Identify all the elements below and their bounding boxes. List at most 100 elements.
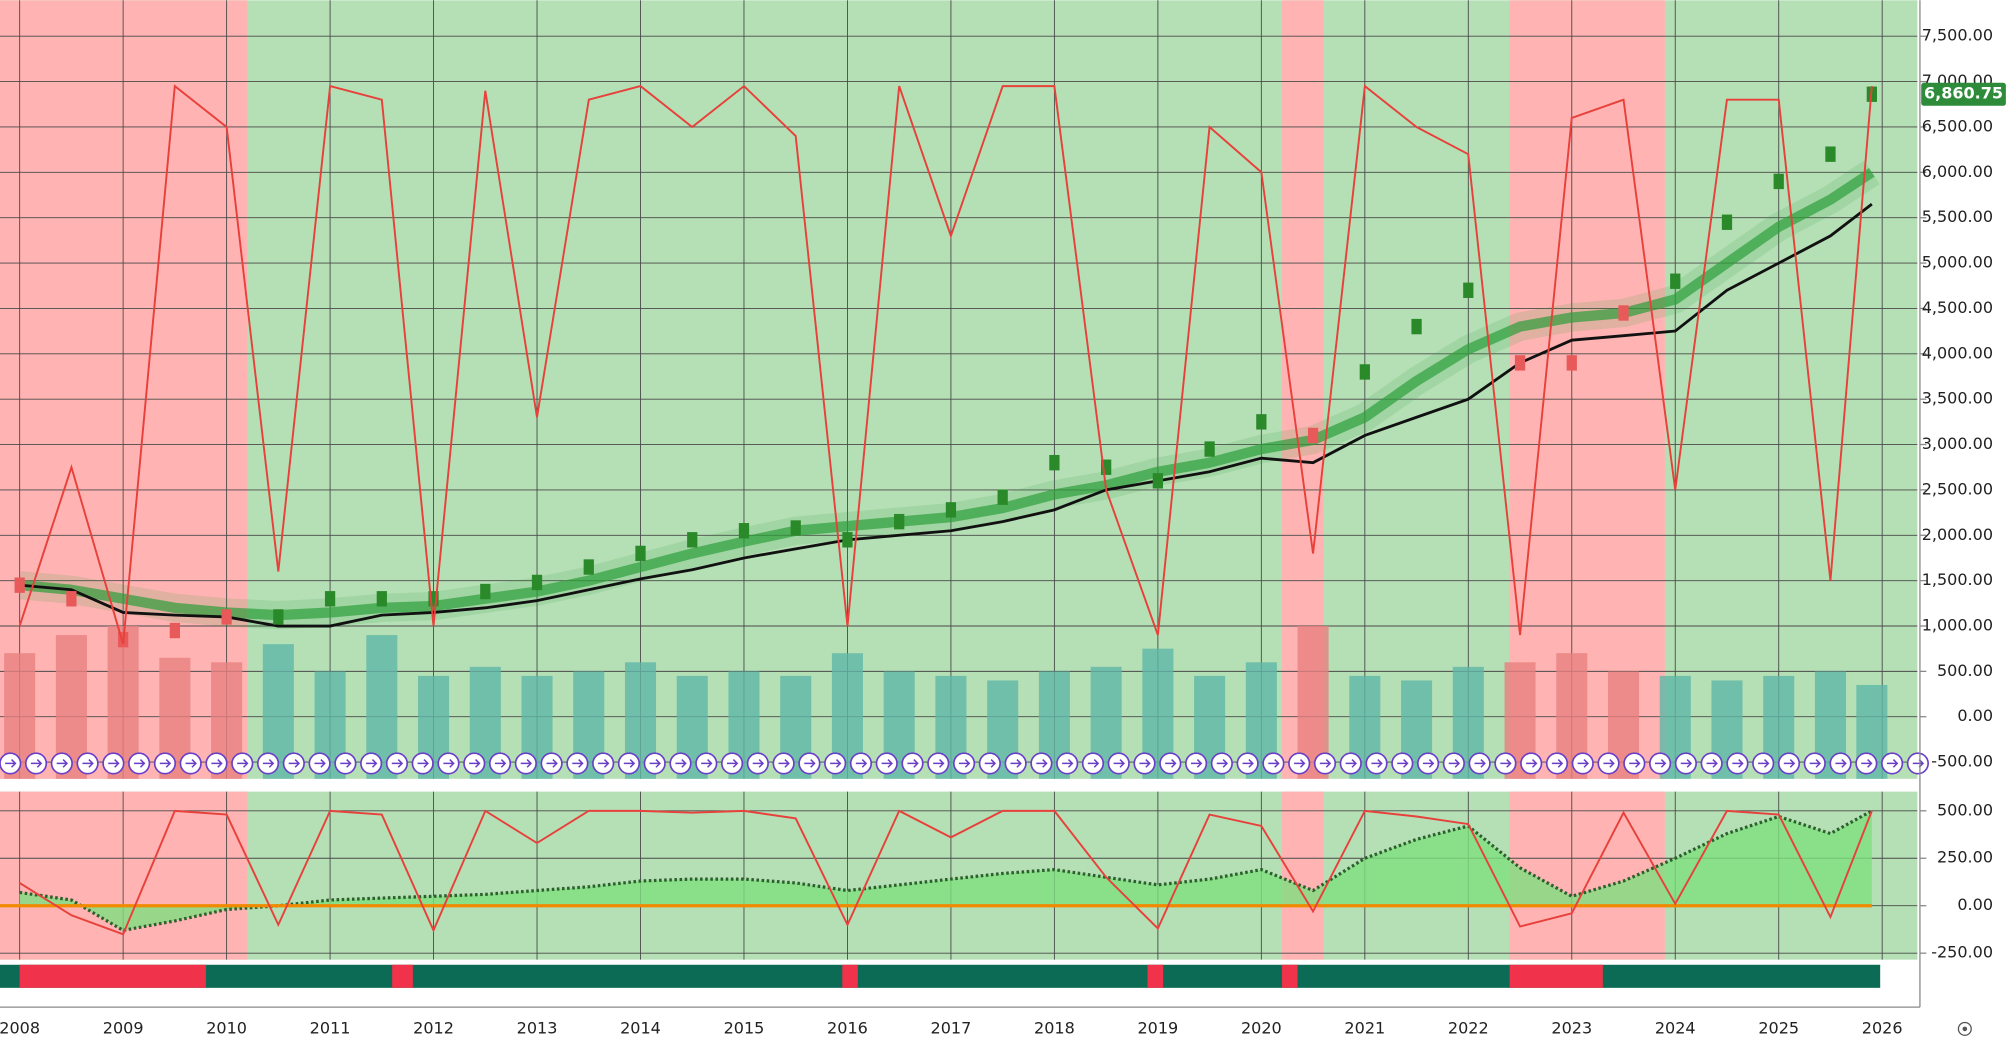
event-arrow	[1783, 759, 1796, 768]
price-candle	[1463, 282, 1474, 298]
price-candle	[894, 513, 905, 530]
x-tick-label: 2017	[931, 1018, 972, 1037]
event-arrow	[933, 759, 945, 768]
x-tick-label: 2016	[827, 1018, 868, 1037]
event-arrow	[572, 759, 584, 768]
y-tick-label: 3,000.00	[1922, 434, 1993, 453]
settings-icon[interactable]	[1957, 1021, 1972, 1036]
event-arrow	[1758, 759, 1770, 768]
event-arrow	[1629, 759, 1641, 768]
price-candle	[1152, 473, 1164, 489]
x-tick-label: 2009	[103, 1018, 144, 1037]
x-tick-label: 2025	[1758, 1018, 1799, 1037]
line	[19, 202, 1873, 628]
x-tick-label: 2023	[1551, 1018, 1592, 1037]
price-candle	[1359, 364, 1370, 380]
y-tick-label: 6,500.00	[1922, 116, 1993, 135]
price-candle	[635, 545, 646, 562]
event-arrow	[1886, 759, 1899, 768]
price-candle	[480, 583, 491, 600]
event-arrow	[1319, 759, 1332, 768]
x-tick-label: 2019	[1137, 1018, 1178, 1037]
event-arrow	[546, 759, 558, 768]
x-tick-label: 2011	[310, 1018, 351, 1037]
price-candle	[1566, 355, 1577, 371]
event-arrow	[726, 759, 739, 768]
price-candle	[221, 609, 232, 625]
x-tick-label: 2021	[1344, 1018, 1385, 1037]
event-arrow	[1706, 759, 1718, 768]
settings-icon-dot	[1962, 1026, 1968, 1032]
x-tick-label: 2008	[0, 1018, 40, 1037]
x-tick-label: 2015	[724, 1018, 765, 1037]
strip-segment	[1509, 964, 1603, 988]
y-tick-label: 500.00	[1937, 800, 1993, 819]
price-candle	[14, 577, 25, 593]
event-arrow	[108, 759, 120, 768]
event-arrow	[1809, 759, 1821, 768]
event-arrow	[1087, 759, 1100, 768]
event-arrow	[907, 759, 919, 768]
price-candle	[1514, 355, 1526, 371]
strip-segment	[19, 964, 206, 988]
price-candle	[583, 559, 594, 575]
event-arrow	[984, 759, 997, 768]
event-arrow	[958, 759, 971, 768]
event-arrow	[1113, 759, 1125, 768]
y-tick-label: 1,500.00	[1922, 570, 1993, 589]
strip-segment	[1282, 964, 1298, 988]
event-arrow	[211, 759, 223, 768]
event-arrow	[1371, 759, 1383, 768]
x-tick-label: 2026	[1862, 1018, 1903, 1037]
x-tick-label: 2010	[206, 1018, 247, 1037]
x-tick-label: 2020	[1241, 1018, 1282, 1037]
y-tick-label: -250.00	[1931, 943, 1993, 962]
strip-segment	[842, 964, 858, 988]
price-candle	[1256, 414, 1267, 430]
event-arrow	[391, 759, 404, 768]
event-arrow	[701, 759, 713, 768]
event-arrow	[1345, 759, 1357, 768]
price-candle	[1825, 146, 1836, 162]
strip-segment	[392, 964, 413, 988]
red-region	[1509, 0, 1665, 779]
event-arrow	[1732, 759, 1744, 768]
event-arrow	[830, 759, 842, 768]
event-arrow	[1603, 759, 1615, 768]
y-tick-label: 5,500.00	[1922, 207, 1993, 226]
x-tick-label: 2022	[1448, 1018, 1489, 1037]
event-arrow	[623, 759, 636, 768]
y-tick-label: 4,000.00	[1922, 343, 1993, 362]
event-arrow	[1268, 759, 1280, 768]
price-candle	[1049, 454, 1060, 471]
event-arrow	[366, 759, 378, 768]
price-candle	[324, 591, 336, 607]
event-arrow	[1680, 759, 1693, 768]
event-arrow	[1036, 759, 1048, 768]
area	[19, 810, 1872, 931]
price-candle	[531, 574, 543, 591]
price-candle	[1307, 427, 1319, 444]
event-arrow	[262, 759, 275, 768]
price-candle	[273, 609, 284, 625]
event-arrow	[1551, 759, 1564, 768]
event-arrow	[598, 759, 610, 768]
y-tick-label: 5,000.00	[1922, 253, 1993, 272]
price-candle	[687, 532, 698, 548]
event-arrow	[1577, 759, 1589, 768]
event-arrow	[1526, 759, 1538, 768]
event-arrow	[1242, 759, 1254, 768]
event-arrow	[5, 759, 17, 768]
event-arrow	[855, 759, 868, 768]
event-arrow	[1397, 759, 1409, 768]
event-arrow	[752, 759, 765, 768]
event-arrow	[417, 759, 429, 768]
y-tick-label: 4,500.00	[1922, 298, 1993, 317]
event-arrow	[159, 759, 172, 768]
event-arrow	[82, 759, 94, 768]
event-arrow	[494, 759, 507, 768]
event-arrow	[1448, 759, 1461, 768]
event-arrow	[340, 759, 352, 768]
line	[18, 84, 1873, 645]
